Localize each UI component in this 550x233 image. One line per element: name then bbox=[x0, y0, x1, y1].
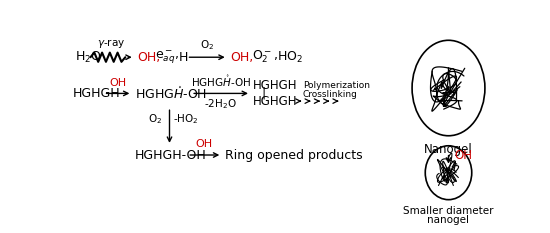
Text: OH,: OH, bbox=[230, 51, 253, 64]
Text: -2H$_2$O: -2H$_2$O bbox=[204, 97, 237, 111]
Text: O$_2$: O$_2$ bbox=[200, 38, 214, 52]
Text: Smaller diameter: Smaller diameter bbox=[403, 206, 494, 216]
Text: -HO$_2$: -HO$_2$ bbox=[173, 112, 199, 126]
Text: $\gamma$-ray: $\gamma$-ray bbox=[97, 37, 125, 50]
Text: H: H bbox=[179, 51, 188, 64]
Text: HGHG$\mathring{H}$-OH: HGHG$\mathring{H}$-OH bbox=[135, 85, 207, 102]
Text: Crosslinking: Crosslinking bbox=[303, 90, 358, 99]
Text: |: | bbox=[261, 87, 265, 100]
Text: OH,: OH, bbox=[137, 51, 160, 64]
Text: HGHGH: HGHGH bbox=[73, 87, 120, 100]
Text: Ring opened products: Ring opened products bbox=[226, 148, 363, 161]
Text: OH: OH bbox=[455, 149, 472, 162]
Text: OH: OH bbox=[110, 78, 127, 88]
Text: HGHG$\mathring{H}$-OH: HGHG$\mathring{H}$-OH bbox=[191, 73, 251, 89]
Text: HO$_2$: HO$_2$ bbox=[277, 50, 303, 65]
Text: H$_2$O: H$_2$O bbox=[75, 50, 102, 65]
Text: Polymerization: Polymerization bbox=[303, 81, 370, 90]
Text: e$^-_{aq}$,: e$^-_{aq}$, bbox=[155, 48, 179, 66]
Text: O$_2^-$,: O$_2^-$, bbox=[252, 49, 277, 65]
Text: Nanogel: Nanogel bbox=[424, 144, 473, 157]
Text: OH: OH bbox=[196, 139, 213, 149]
Text: HGHGH-OH: HGHGH-OH bbox=[135, 148, 206, 161]
Text: O$_2$: O$_2$ bbox=[147, 112, 162, 126]
Text: HGHGH: HGHGH bbox=[253, 95, 298, 108]
Text: HGHGH: HGHGH bbox=[253, 79, 298, 92]
Text: nanogel: nanogel bbox=[427, 215, 470, 225]
